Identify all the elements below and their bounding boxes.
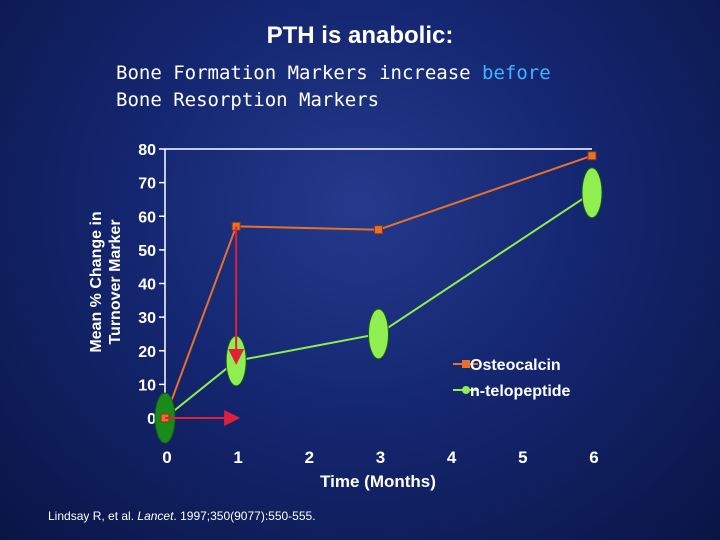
y-tick-label: 50 [138, 243, 156, 260]
series-line-n-telopeptide [164, 191, 593, 419]
data-point-osteocalcin [374, 225, 383, 235]
series-line-osteocalcin [164, 154, 593, 419]
y-axis-label-line-2: Turnover Marker [107, 219, 124, 344]
y-tick-label: 60 [138, 209, 156, 226]
subtitle-line-1: Bone Formation Markers increase before [116, 60, 551, 87]
subtitle-line-1-text: Bone Formation Markers increase [116, 62, 483, 84]
x-tick-label: 0 [162, 448, 171, 467]
legend-label: n-telopeptide [470, 383, 571, 400]
y-axis-label-line-1: Mean % Change in [88, 211, 105, 352]
axes: 0 10 20 30 40 50 60 70 80 0 1 2 3 4 5 6 [138, 142, 599, 467]
slide-subtitle: Bone Formation Markers increase before B… [116, 60, 551, 114]
citation-details: . 1997;350(9077):550-555. [173, 509, 316, 523]
x-tick-label: 4 [447, 448, 457, 467]
y-tick-label: 80 [138, 142, 156, 159]
annotations [165, 226, 245, 426]
data-point-ntelopeptide [368, 308, 389, 360]
x-tick-label: 2 [305, 448, 314, 467]
y-tick-label: 20 [138, 344, 156, 361]
y-tick-label: 40 [138, 277, 156, 294]
legend-marker-ntelopeptide [462, 386, 470, 394]
y-tick-label: 70 [138, 176, 156, 193]
data-point-osteocalcin [587, 151, 597, 161]
slide-title: PTH is anabolic: [266, 22, 454, 49]
citation-journal: Lancet [137, 509, 174, 523]
citation: Lindsay R, et al. Lancet. 1997;350(9077)… [48, 509, 316, 523]
y-tick-label: 10 [138, 377, 156, 394]
x-tick-label: 3 [376, 448, 385, 467]
legend: Osteocalcin n-telopeptide [453, 357, 571, 400]
x-tick-label: 1 [233, 448, 242, 467]
series-group [154, 151, 603, 444]
x-axis-label: Time (Months) [320, 472, 436, 491]
citation-authors: Lindsay R, et al. [48, 509, 138, 523]
x-tick-label: 5 [518, 448, 527, 467]
x-tick-label: 6 [589, 448, 598, 467]
subtitle-highlight: before [482, 62, 551, 84]
y-tick-label: 0 [147, 411, 156, 428]
legend-label: Osteocalcin [470, 357, 561, 374]
y-tick-label: 30 [138, 310, 156, 327]
data-point-ntelopeptide [581, 167, 603, 219]
legend-marker-osteocalcin [462, 360, 470, 368]
subtitle-line-2: Bone Resorption Markers [116, 89, 380, 111]
